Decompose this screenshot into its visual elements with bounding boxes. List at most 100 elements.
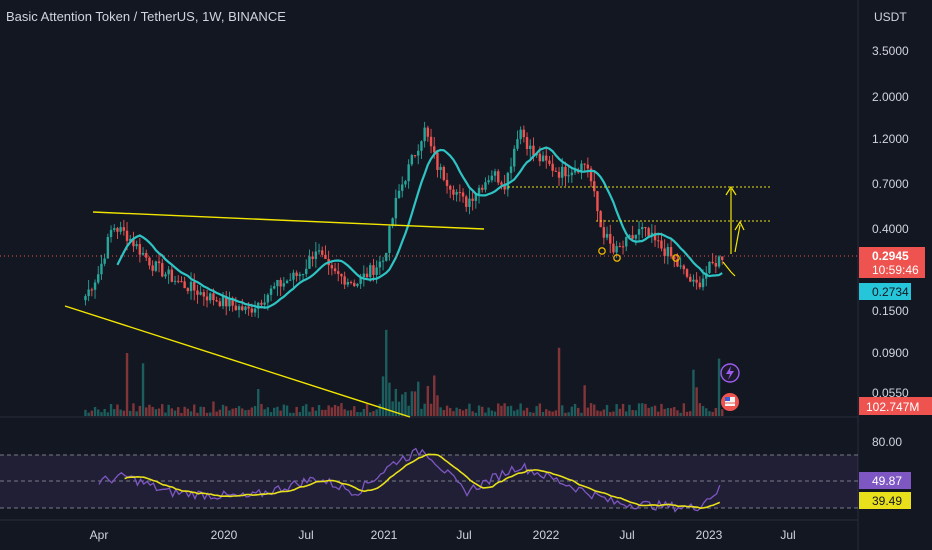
candle[interactable] xyxy=(189,281,193,292)
candle[interactable] xyxy=(500,182,503,185)
candle[interactable] xyxy=(362,273,366,278)
candle[interactable] xyxy=(689,276,692,282)
candle[interactable] xyxy=(247,306,250,309)
candle[interactable] xyxy=(596,191,599,212)
candle[interactable] xyxy=(173,280,177,282)
candle[interactable] xyxy=(714,263,718,267)
candle[interactable] xyxy=(628,235,631,237)
candle[interactable] xyxy=(138,244,142,255)
candle[interactable] xyxy=(157,261,161,264)
candle[interactable] xyxy=(561,166,564,178)
candle[interactable] xyxy=(164,274,167,277)
candle[interactable] xyxy=(641,227,644,230)
candle[interactable] xyxy=(532,145,535,156)
candle[interactable] xyxy=(183,281,186,289)
projection-down[interactable] xyxy=(722,261,736,277)
candle[interactable] xyxy=(605,233,609,238)
candle[interactable] xyxy=(637,229,641,235)
candle[interactable] xyxy=(372,265,375,275)
candle[interactable] xyxy=(186,288,190,292)
candle[interactable] xyxy=(394,197,398,219)
candle[interactable] xyxy=(401,184,404,191)
candle[interactable] xyxy=(647,228,650,236)
rsi-axis[interactable]: 80.00 xyxy=(872,435,902,449)
candle[interactable] xyxy=(429,136,433,147)
upper-trendline[interactable] xyxy=(92,211,485,230)
candle[interactable] xyxy=(180,281,183,283)
candle[interactable] xyxy=(113,228,116,230)
candle[interactable] xyxy=(305,268,308,275)
candle[interactable] xyxy=(465,196,468,207)
projection-up[interactable] xyxy=(734,224,741,253)
candle[interactable] xyxy=(477,187,481,195)
candle[interactable] xyxy=(381,260,385,262)
candle[interactable] xyxy=(119,227,122,232)
candle[interactable] xyxy=(234,305,238,310)
candle[interactable] xyxy=(292,272,295,280)
candle[interactable] xyxy=(631,235,634,239)
candle[interactable] xyxy=(455,192,458,195)
candle[interactable] xyxy=(97,274,100,283)
candle[interactable] xyxy=(423,127,426,142)
candle[interactable] xyxy=(468,198,471,207)
candle[interactable] xyxy=(439,166,442,171)
candle[interactable] xyxy=(154,261,158,271)
candle[interactable] xyxy=(538,153,542,162)
candle[interactable] xyxy=(458,192,462,194)
candle[interactable] xyxy=(420,141,423,151)
candle[interactable] xyxy=(679,265,682,267)
candle[interactable] xyxy=(650,232,654,236)
candle[interactable] xyxy=(87,289,90,297)
candle[interactable] xyxy=(618,246,622,248)
candle[interactable] xyxy=(433,146,436,153)
candle[interactable] xyxy=(289,279,292,281)
candle[interactable] xyxy=(295,272,298,276)
candle[interactable] xyxy=(548,160,551,164)
lightning-icon[interactable] xyxy=(720,363,740,383)
candle[interactable] xyxy=(717,256,721,267)
candle[interactable] xyxy=(516,139,519,149)
candle[interactable] xyxy=(129,239,132,241)
candle[interactable] xyxy=(388,226,391,253)
candle[interactable] xyxy=(567,175,570,177)
candle[interactable] xyxy=(93,282,97,290)
candle[interactable] xyxy=(503,184,506,190)
candle[interactable] xyxy=(410,155,414,165)
candle[interactable] xyxy=(266,294,270,303)
candle[interactable] xyxy=(170,269,174,282)
candle[interactable] xyxy=(570,172,574,176)
candle[interactable] xyxy=(135,244,138,247)
candle[interactable] xyxy=(346,281,350,285)
candle[interactable] xyxy=(634,234,638,239)
candle[interactable] xyxy=(237,306,241,310)
candle[interactable] xyxy=(586,164,590,169)
candle[interactable] xyxy=(337,271,340,274)
drawings[interactable] xyxy=(64,185,772,418)
candle[interactable] xyxy=(199,292,202,295)
candle[interactable] xyxy=(685,269,689,277)
candle[interactable] xyxy=(445,179,449,186)
candle[interactable] xyxy=(221,296,225,307)
candle[interactable] xyxy=(228,299,231,307)
candle[interactable] xyxy=(663,248,666,257)
candle[interactable] xyxy=(84,296,87,301)
candle[interactable] xyxy=(209,293,212,301)
time-axis[interactable]: Apr 2020 Jul 2021 Jul 2022 Jul 2023 Jul xyxy=(90,528,796,542)
candle[interactable] xyxy=(580,163,583,173)
candle[interactable] xyxy=(167,269,170,275)
candle[interactable] xyxy=(202,292,206,297)
flag-icon[interactable] xyxy=(721,393,739,411)
candle[interactable] xyxy=(461,192,465,197)
candle[interactable] xyxy=(708,261,711,273)
candle[interactable] xyxy=(436,152,439,171)
candle[interactable] xyxy=(593,181,596,192)
candle[interactable] xyxy=(349,281,353,283)
candle[interactable] xyxy=(205,296,209,301)
candle[interactable] xyxy=(525,137,529,150)
candle[interactable] xyxy=(474,194,478,201)
candle[interactable] xyxy=(493,171,497,176)
candle[interactable] xyxy=(449,185,452,190)
candle[interactable] xyxy=(308,256,311,269)
candle[interactable] xyxy=(522,129,526,138)
